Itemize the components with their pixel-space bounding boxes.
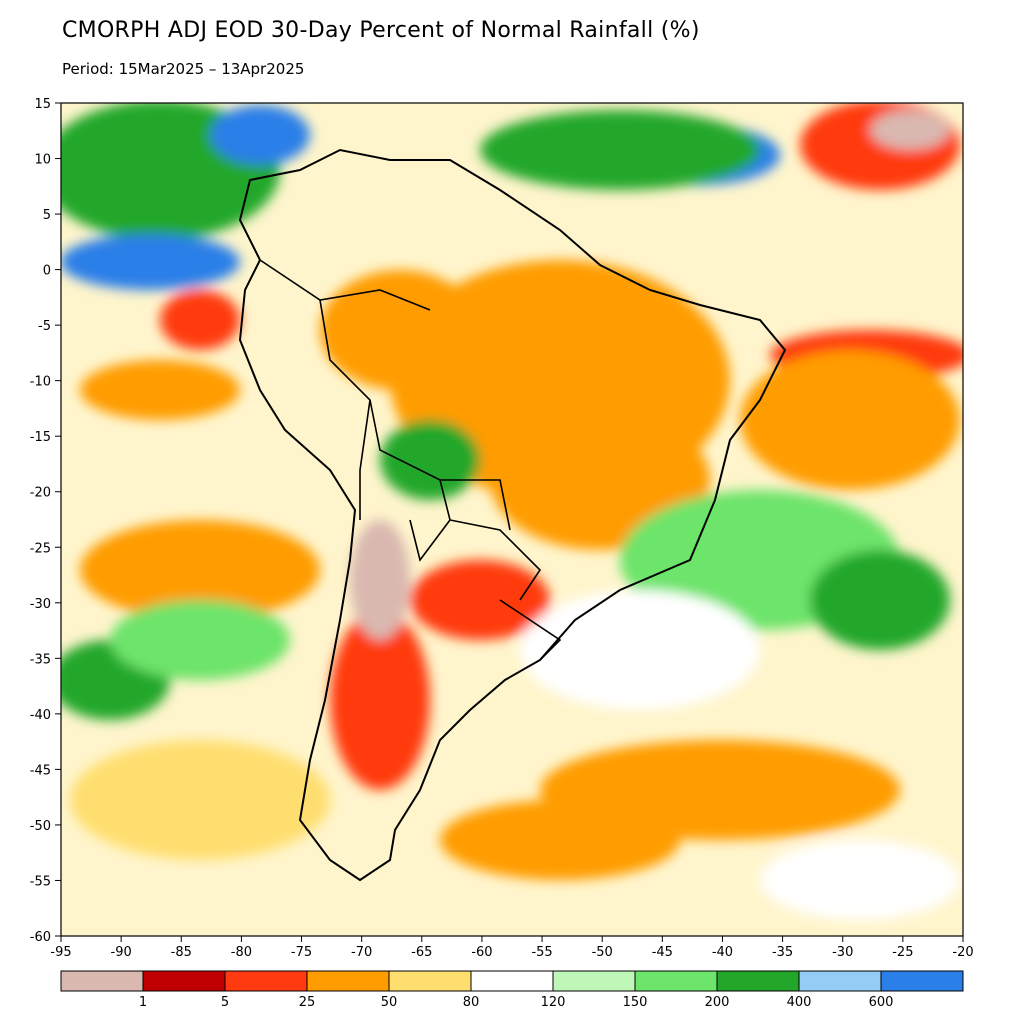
legend-swatch [552,970,636,992]
anomaly-area [520,590,760,710]
y-tick-label: -55 [30,874,51,889]
anomaly-area [70,740,330,860]
anomaly-area [80,360,240,420]
y-tick-label: 15 [34,97,51,112]
x-tick-label: -75 [291,945,312,960]
country-borders [259,259,562,661]
legend-swatch [634,970,718,992]
legend-label: 600 [869,995,894,1010]
legend-label: 120 [541,995,566,1010]
legend-swatch [388,970,472,992]
anomaly-area [160,290,240,350]
anomaly-area [440,800,680,880]
anomaly-area [480,110,760,190]
y-tick-label: 5 [43,208,51,223]
legend-label: 5 [221,995,229,1010]
x-axis: -95 -90 -85 -80 -75 -70 -65 -60 -55 -50 -45 -40 -35 -… [50,936,974,960]
legend-label: 1 [139,995,147,1010]
x-tick-label: -95 [50,945,71,960]
x-tick-label: -85 [171,945,192,960]
y-axis: 15 10 5 0 -5 -10 -15 -20 -25 -30 -35 -40 -45 -50 -55 -6… [30,97,61,945]
x-tick-label: -50 [592,945,613,960]
y-tick-label: -20 [30,486,51,501]
x-tick-label: -30 [832,945,853,960]
x-tick-label: -20 [952,945,973,960]
y-tick-label: -40 [30,708,51,723]
y-tick-label: 10 [34,153,51,168]
x-tick-label: -70 [351,945,372,960]
y-tick-label: 0 [43,264,51,279]
y-tick-label: -25 [30,541,51,556]
legend-swatch [142,970,226,992]
y-tick-label: -60 [30,930,51,945]
color-legend: 1 5 25 50 80 120 150 200 400 600 [60,970,964,1010]
anomaly-area [740,350,960,490]
legend-swatch [60,970,144,992]
legend-swatch [306,970,390,992]
y-tick-label: -35 [30,652,51,667]
legend-label: 25 [299,995,316,1010]
x-tick-label: -45 [652,945,673,960]
legend-label: 150 [623,995,648,1010]
continent-outline [238,148,787,882]
y-tick-label: -30 [30,597,51,612]
chart-title: CMORPH ADJ EOD 30-Day Percent of Normal … [62,18,700,43]
plot-frame [60,102,964,937]
anomaly-area [320,270,480,390]
y-tick-label: -15 [30,430,51,445]
legend-label: 80 [463,995,480,1010]
x-tick-label: -80 [231,945,252,960]
legend-label: 400 [787,995,812,1010]
rainfall-field [61,103,963,936]
y-tick-label: -50 [30,819,51,834]
legend-swatch [880,970,964,992]
y-tick-label: -10 [30,375,51,390]
y-tick-label: -45 [30,763,51,778]
chart-subtitle: Period: 15Mar2025 – 13Apr2025 [62,60,305,78]
legend-swatch [716,970,800,992]
anomaly-area [380,420,480,500]
anomaly-area [760,840,960,920]
anomaly-area [870,110,950,150]
anomaly-area [410,560,550,640]
anomaly-area [210,105,310,165]
anomaly-area [110,600,290,680]
legend-label: 50 [381,995,398,1010]
legend-swatch [470,970,554,992]
legend-swatch [224,970,308,992]
anomaly-area [80,520,320,620]
x-tick-label: -40 [712,945,733,960]
x-tick-label: -65 [411,945,432,960]
x-tick-label: -60 [471,945,492,960]
legend-swatch [798,970,882,992]
legend-label: 200 [705,995,730,1010]
x-tick-label: -25 [892,945,913,960]
x-tick-label: -90 [111,945,132,960]
x-tick-label: -55 [531,945,552,960]
anomaly-area [61,234,240,290]
x-tick-label: -35 [772,945,793,960]
y-tick-label: -5 [38,319,51,334]
anomaly-area [810,550,950,650]
anomaly-area [330,610,430,790]
anomaly-area [350,520,410,640]
